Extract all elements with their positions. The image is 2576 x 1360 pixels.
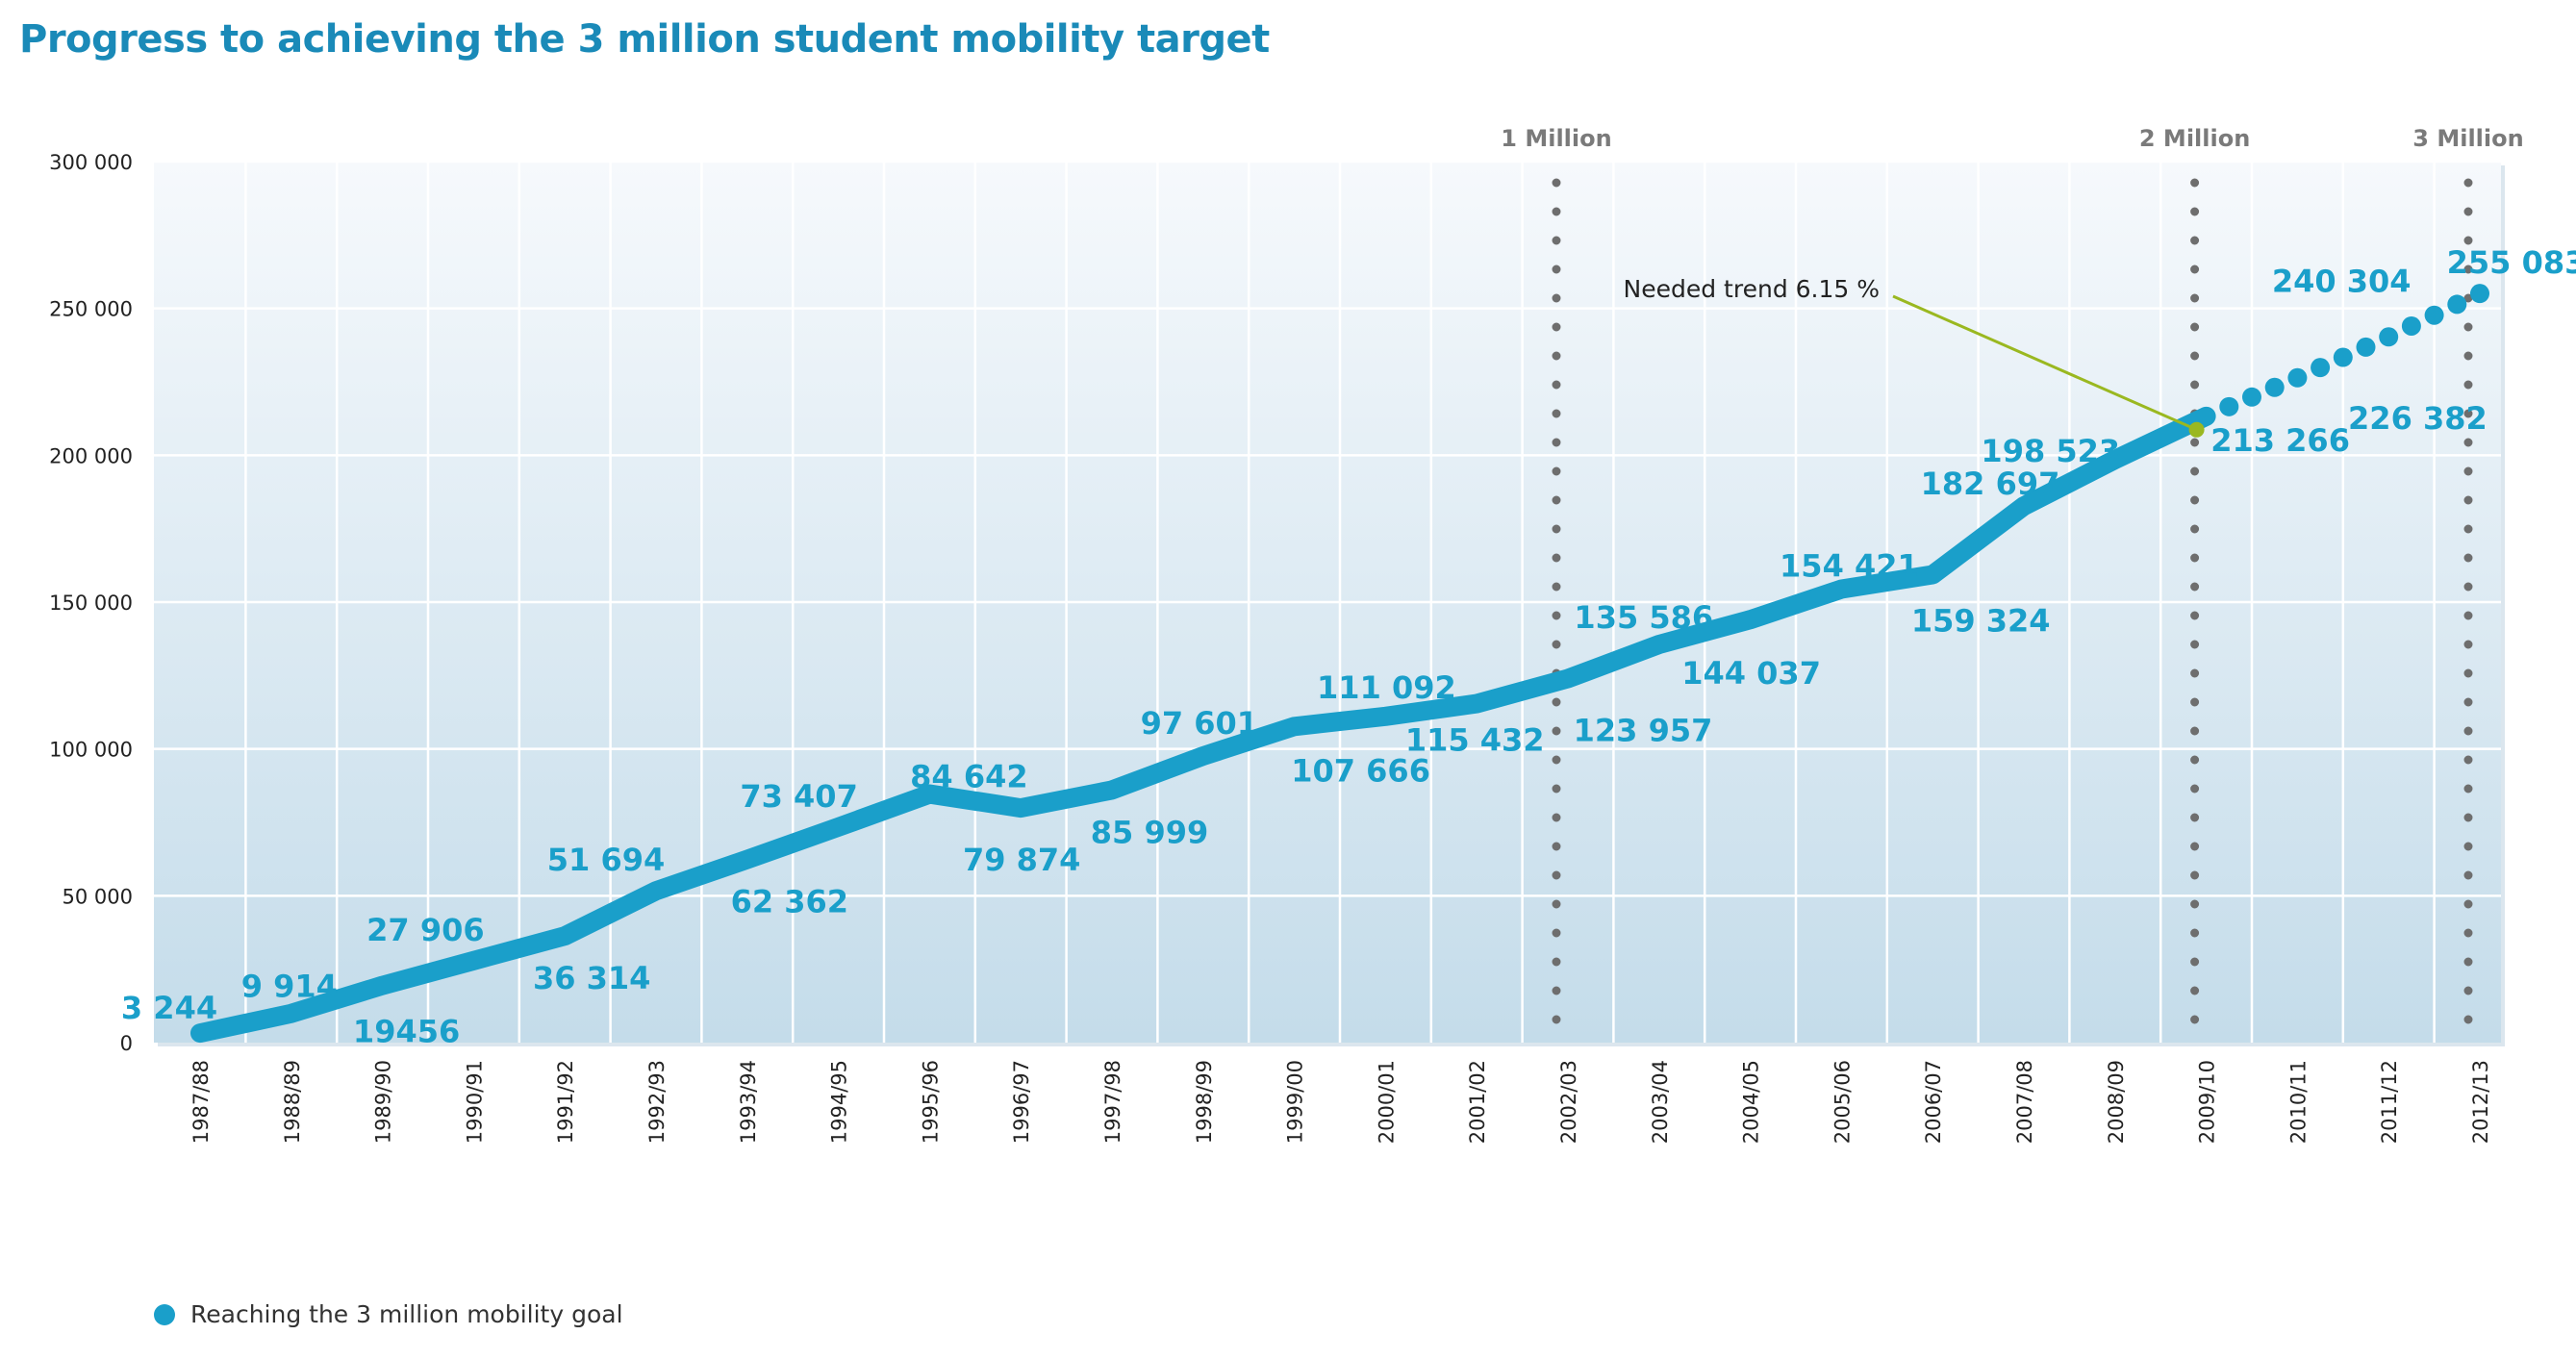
x-tick-label: 1999/00 xyxy=(1284,1060,1307,1144)
legend-marker xyxy=(154,1303,175,1325)
data-label: 79 874 xyxy=(963,842,1080,878)
y-tick-label: 200 000 xyxy=(49,444,133,467)
series-dot-projected xyxy=(2470,284,2489,304)
data-label: 123 957 xyxy=(1574,713,1713,749)
milestone-label: 1 Million xyxy=(1501,125,1611,152)
series-dot-projected xyxy=(2264,377,2285,397)
x-tick-label: 1990/91 xyxy=(463,1060,486,1144)
y-tick-label: 0 xyxy=(120,1032,133,1055)
x-tick-label: 1995/96 xyxy=(919,1060,942,1144)
x-tick-label: 1998/99 xyxy=(1193,1060,1216,1144)
data-label: 9 914 xyxy=(241,969,338,1005)
x-tick-label: 2004/05 xyxy=(1740,1060,1763,1144)
x-tick-label: 1992/93 xyxy=(645,1060,669,1144)
data-label: 97 601 xyxy=(1141,705,1258,742)
data-label: 107 666 xyxy=(1291,752,1430,789)
data-label: 182 697 xyxy=(1921,466,2060,502)
series-dot-projected xyxy=(2333,347,2353,367)
data-label: 27 906 xyxy=(366,912,484,948)
data-label: 111 092 xyxy=(1317,669,1456,706)
series-dot-projected xyxy=(2424,305,2444,325)
x-tick-label: 1994/95 xyxy=(828,1060,851,1144)
x-tick-label: 1997/98 xyxy=(1101,1060,1124,1144)
data-label: 19456 xyxy=(353,1014,460,1050)
data-label: 36 314 xyxy=(533,960,650,996)
annotation-leader-line xyxy=(1892,294,2198,432)
legend-label: Reaching the 3 million mobility goal xyxy=(190,1300,623,1328)
y-tick-label: 250 000 xyxy=(49,298,133,321)
x-tick-label: 1996/97 xyxy=(1010,1060,1033,1144)
series-dot-projected xyxy=(2242,387,2261,407)
x-tick-label: 2003/04 xyxy=(1649,1060,1672,1144)
data-label: 226 382 xyxy=(2348,400,2488,437)
series-dot-projected xyxy=(2287,367,2308,388)
data-label: 62 362 xyxy=(731,884,848,920)
data-label: 255 083 xyxy=(2447,244,2576,281)
data-label: 240 304 xyxy=(2272,263,2412,299)
y-tick-label: 300 000 xyxy=(49,151,133,174)
x-tick-label: 2008/09 xyxy=(2105,1060,2128,1144)
annotation-marker xyxy=(2188,421,2205,438)
x-tick-label: 2005/06 xyxy=(1831,1060,1854,1144)
x-tick-label: 1993/94 xyxy=(737,1060,760,1144)
data-label: 159 324 xyxy=(1911,603,2051,640)
y-tick-label: 100 000 xyxy=(49,739,133,762)
data-label: 198 523 xyxy=(1981,433,2120,469)
series-line-actual xyxy=(190,406,2216,1044)
data-label: 51 694 xyxy=(547,842,665,878)
x-tick-label: 2010/11 xyxy=(2286,1060,2310,1144)
x-tick-label: 1989/90 xyxy=(372,1060,395,1144)
x-tick-label: 2009/10 xyxy=(2196,1060,2219,1144)
x-tick-label: 2002/03 xyxy=(1557,1060,1580,1144)
legend: Reaching the 3 million mobility goal xyxy=(154,1300,623,1328)
data-label: 135 586 xyxy=(1574,599,1713,636)
data-label: 73 407 xyxy=(740,778,857,815)
data-label: 144 037 xyxy=(1681,655,1821,692)
milestone-label: 3 Million xyxy=(2412,125,2523,152)
x-tick-label: 1991/92 xyxy=(554,1060,577,1144)
series-dot-projected xyxy=(2379,327,2399,347)
x-tick-label: 2012/13 xyxy=(2469,1060,2492,1144)
x-tick-label: 2007/08 xyxy=(2013,1060,2036,1144)
series-dot-projected xyxy=(2356,337,2376,357)
x-tick-label: 1987/88 xyxy=(189,1060,213,1144)
x-tick-label: 2000/01 xyxy=(1375,1060,1398,1144)
series-dot-projected xyxy=(2311,358,2331,378)
chart-title: Progress to achieving the 3 million stud… xyxy=(19,17,1270,62)
data-label: 115 432 xyxy=(1405,722,1545,759)
x-tick-label: 2006/07 xyxy=(1922,1060,1945,1144)
x-tick-label: 1988/89 xyxy=(281,1060,304,1144)
data-label: 213 266 xyxy=(2210,422,2350,459)
series-dot-projected xyxy=(2401,315,2421,336)
y-tick-label: 50 000 xyxy=(63,885,133,908)
data-label: 84 642 xyxy=(910,759,1027,795)
series-dot-projected xyxy=(2447,294,2467,315)
x-tick-label: 2001/02 xyxy=(1466,1060,1489,1144)
x-tick-label: 2011/12 xyxy=(2378,1060,2401,1144)
data-label: 3 244 xyxy=(121,990,217,1026)
annotation-label: Needed trend 6.15 % xyxy=(1624,275,1880,303)
milestone-label: 2 Million xyxy=(2139,125,2250,152)
series-dot-projected xyxy=(2219,396,2239,416)
data-label: 85 999 xyxy=(1091,814,1208,850)
data-label: 154 421 xyxy=(1780,548,1919,585)
y-tick-label: 150 000 xyxy=(49,592,133,615)
